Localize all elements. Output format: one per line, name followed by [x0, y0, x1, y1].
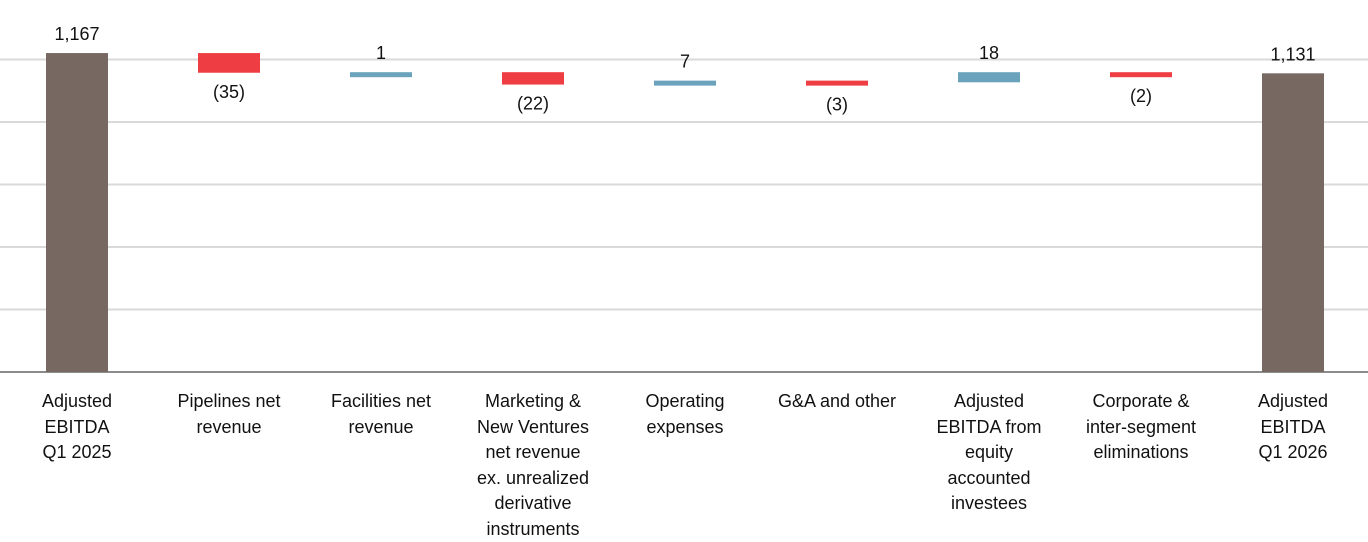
data-label-5: 7 — [680, 52, 690, 72]
data-label-8: (2) — [1130, 86, 1152, 106]
category-label-line: investees — [919, 491, 1059, 517]
category-label-line: Q1 2025 — [7, 440, 147, 466]
bar-8 — [1110, 72, 1172, 77]
category-label-line: Pipelines net — [159, 389, 299, 415]
category-label-line: eliminations — [1071, 440, 1211, 466]
category-label-line: inter-segment — [1071, 415, 1211, 441]
data-label-7: 18 — [979, 43, 999, 63]
bar-9 — [1262, 73, 1324, 372]
category-label-line: EBITDA from — [919, 415, 1059, 441]
category-label-line: expenses — [615, 415, 755, 441]
bar-7 — [958, 72, 1020, 82]
data-label-9: 1,131 — [1270, 44, 1315, 64]
bar-3 — [350, 72, 412, 77]
bar-4 — [502, 72, 564, 84]
category-label-line: net revenue — [463, 440, 603, 466]
category-label-line: Adjusted — [919, 389, 1059, 415]
category-label-line: derivative — [463, 491, 603, 517]
data-label-3: 1 — [376, 43, 386, 63]
data-label-6: (3) — [826, 95, 848, 115]
bar-5 — [654, 81, 716, 86]
data-label-4: (22) — [517, 94, 549, 114]
category-label-line: ex. unrealized — [463, 466, 603, 492]
bar-6 — [806, 81, 868, 86]
category-label-line: Operating — [615, 389, 755, 415]
data-label-1: 1,167 — [54, 24, 99, 44]
category-label-line: Facilities net — [311, 389, 451, 415]
category-label-line: Corporate & — [1071, 389, 1211, 415]
category-label-line: equity — [919, 440, 1059, 466]
category-label-line: instruments — [463, 517, 603, 542]
category-label-line: G&A and other — [767, 389, 907, 415]
category-label-line: Marketing & — [463, 389, 603, 415]
category-label-line: EBITDA — [7, 415, 147, 441]
category-label-line: New Ventures — [463, 415, 603, 441]
category-label-6: G&A and other — [767, 389, 907, 415]
category-label-line: revenue — [311, 415, 451, 441]
category-label-line: accounted — [919, 466, 1059, 492]
category-label-line: revenue — [159, 415, 299, 441]
bar-2 — [198, 53, 260, 73]
bar-1 — [46, 53, 108, 372]
category-label-line: Q1 2026 — [1223, 440, 1363, 466]
category-label-line: Adjusted — [7, 389, 147, 415]
data-label-2: (35) — [213, 82, 245, 102]
category-label-line: EBITDA — [1223, 415, 1363, 441]
gridlines — [0, 60, 1368, 310]
category-label-line: Adjusted — [1223, 389, 1363, 415]
